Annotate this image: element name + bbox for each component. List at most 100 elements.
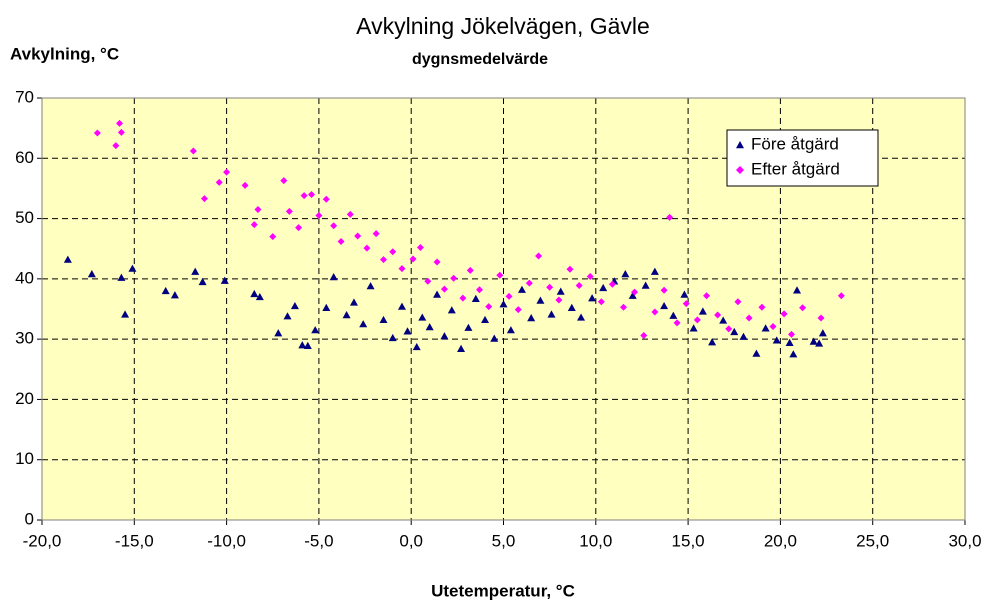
point xyxy=(725,325,733,333)
point xyxy=(250,221,258,229)
point xyxy=(566,265,574,273)
point xyxy=(535,252,543,260)
point xyxy=(254,206,262,214)
point xyxy=(693,316,701,324)
plot-border xyxy=(41,97,966,521)
point xyxy=(215,178,223,186)
point xyxy=(389,248,397,256)
point xyxy=(506,326,515,334)
point xyxy=(769,322,777,330)
point xyxy=(117,128,125,136)
point xyxy=(818,329,827,337)
point xyxy=(536,296,545,304)
point xyxy=(459,294,467,302)
point xyxy=(621,270,630,278)
point xyxy=(315,212,323,220)
y-tick-label: 30 xyxy=(15,329,34,348)
point xyxy=(546,283,554,291)
point xyxy=(577,313,586,321)
y-tick-label: 70 xyxy=(15,87,34,106)
y-axis-label: Avkylning, °C xyxy=(10,44,119,63)
point xyxy=(161,286,170,295)
point xyxy=(241,181,249,189)
point xyxy=(440,332,449,340)
point xyxy=(409,255,417,263)
point xyxy=(63,255,72,263)
legend-label: Före åtgärd xyxy=(751,134,839,153)
point xyxy=(198,277,207,286)
point xyxy=(322,195,330,203)
point xyxy=(575,281,583,289)
point xyxy=(269,233,277,241)
point xyxy=(496,271,504,279)
point xyxy=(485,303,493,311)
point xyxy=(599,283,608,292)
x-tick-label: 25,0 xyxy=(856,531,889,550)
point xyxy=(450,274,458,282)
point xyxy=(739,332,748,340)
point xyxy=(93,129,101,137)
point xyxy=(719,316,728,324)
point xyxy=(588,294,597,302)
point xyxy=(250,289,259,298)
point xyxy=(785,338,794,346)
point xyxy=(734,298,742,306)
x-tick-label: -15,0 xyxy=(115,531,154,550)
point xyxy=(349,298,358,306)
point xyxy=(440,285,448,293)
point xyxy=(817,314,825,322)
point xyxy=(189,147,197,155)
point xyxy=(799,304,807,312)
point xyxy=(372,230,380,238)
point xyxy=(342,311,351,319)
point xyxy=(121,310,130,318)
point xyxy=(117,273,126,281)
point xyxy=(745,314,753,322)
point xyxy=(555,296,563,304)
point xyxy=(87,270,96,278)
point xyxy=(673,319,681,327)
legend-box xyxy=(726,129,879,187)
point xyxy=(379,315,388,324)
point xyxy=(112,142,120,150)
point xyxy=(466,266,474,274)
point xyxy=(680,290,689,298)
point xyxy=(380,256,388,264)
point xyxy=(641,281,650,289)
point xyxy=(363,244,371,252)
point xyxy=(481,315,490,324)
point xyxy=(433,290,442,298)
point xyxy=(457,344,466,352)
point xyxy=(471,294,480,302)
point xyxy=(308,190,316,198)
point xyxy=(567,303,576,311)
point xyxy=(397,302,406,310)
point xyxy=(300,192,308,200)
x-tick-label: -20,0 xyxy=(23,531,62,550)
point xyxy=(666,213,674,221)
point xyxy=(416,244,424,252)
point xyxy=(285,207,293,215)
point xyxy=(322,303,331,311)
chart-title: Avkylning Jökelvägen, Gävle xyxy=(356,13,650,39)
point xyxy=(527,314,536,322)
y-tick-label: 10 xyxy=(15,449,34,468)
point xyxy=(752,349,761,357)
point xyxy=(274,329,283,337)
point xyxy=(815,339,824,347)
point xyxy=(703,292,711,300)
point xyxy=(220,276,229,284)
legend-marker xyxy=(736,166,744,174)
point xyxy=(354,232,362,240)
y-tick-label: 50 xyxy=(15,208,34,227)
point xyxy=(418,313,427,321)
point xyxy=(761,324,770,332)
point xyxy=(330,222,338,230)
point xyxy=(793,286,802,294)
point xyxy=(490,334,499,342)
point xyxy=(708,338,717,346)
point xyxy=(772,336,781,344)
point xyxy=(412,342,421,351)
point xyxy=(780,310,788,318)
point xyxy=(758,303,766,311)
